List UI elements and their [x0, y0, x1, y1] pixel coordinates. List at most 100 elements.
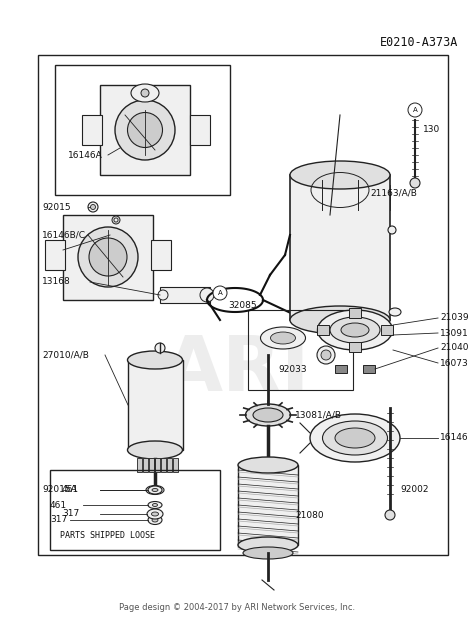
Ellipse shape — [388, 226, 396, 234]
Ellipse shape — [128, 113, 163, 147]
Bar — [161, 458, 166, 472]
Ellipse shape — [89, 238, 127, 276]
Bar — [151, 240, 171, 270]
Ellipse shape — [290, 306, 390, 334]
Ellipse shape — [115, 100, 175, 160]
Circle shape — [213, 286, 227, 300]
Ellipse shape — [385, 510, 395, 520]
Ellipse shape — [335, 428, 375, 448]
Ellipse shape — [318, 310, 392, 350]
Text: 16146: 16146 — [440, 433, 469, 443]
Ellipse shape — [141, 89, 149, 97]
Bar — [50, 470, 220, 550]
Text: 317: 317 — [62, 509, 79, 519]
Text: 21040: 21040 — [440, 344, 468, 352]
Ellipse shape — [112, 216, 120, 224]
Ellipse shape — [271, 332, 295, 344]
Bar — [349, 342, 361, 352]
Ellipse shape — [88, 202, 98, 212]
Bar — [381, 325, 393, 335]
Ellipse shape — [152, 518, 158, 522]
Ellipse shape — [410, 178, 420, 188]
Ellipse shape — [261, 327, 306, 349]
Ellipse shape — [238, 457, 298, 473]
Text: E0210-A373A: E0210-A373A — [380, 35, 458, 48]
Text: 27010/A/B: 27010/A/B — [42, 350, 89, 360]
Text: 461: 461 — [62, 485, 79, 495]
Text: 13168: 13168 — [42, 277, 71, 287]
Ellipse shape — [91, 204, 95, 209]
Text: A: A — [413, 107, 418, 113]
Ellipse shape — [322, 421, 388, 455]
Bar — [82, 115, 102, 145]
Bar — [160, 287, 210, 303]
Circle shape — [408, 103, 422, 117]
Text: 13091: 13091 — [440, 329, 469, 337]
Ellipse shape — [153, 503, 157, 506]
Bar — [45, 240, 65, 270]
Ellipse shape — [310, 414, 400, 462]
Bar — [248, 310, 353, 390]
Bar — [143, 458, 148, 472]
Ellipse shape — [253, 408, 283, 422]
Ellipse shape — [246, 404, 291, 426]
Text: 16146B/C: 16146B/C — [42, 230, 86, 240]
Text: 21039: 21039 — [440, 313, 469, 322]
Ellipse shape — [152, 488, 158, 491]
Bar — [349, 308, 361, 318]
Ellipse shape — [148, 501, 162, 508]
Text: 32085: 32085 — [228, 300, 256, 310]
Text: 92002: 92002 — [400, 485, 428, 495]
Bar — [317, 325, 329, 335]
Ellipse shape — [114, 218, 118, 222]
Text: 16073: 16073 — [440, 358, 469, 368]
Bar — [335, 365, 347, 373]
Text: 92015: 92015 — [42, 202, 71, 212]
Bar — [155, 458, 160, 472]
Ellipse shape — [152, 512, 158, 516]
Ellipse shape — [341, 323, 369, 337]
Text: 461: 461 — [50, 501, 67, 509]
Ellipse shape — [128, 351, 182, 369]
Text: 13081/A/B: 13081/A/B — [295, 410, 342, 420]
Bar — [190, 115, 210, 145]
Text: A: A — [218, 290, 222, 296]
Ellipse shape — [147, 509, 163, 519]
Text: 21163/A/B: 21163/A/B — [370, 189, 417, 197]
Bar — [63, 215, 153, 300]
Bar — [38, 55, 448, 555]
Ellipse shape — [330, 317, 380, 343]
Text: 21080: 21080 — [295, 511, 324, 519]
Bar — [167, 458, 172, 472]
Text: PARTS SHIPPED LOOSE: PARTS SHIPPED LOOSE — [60, 530, 155, 540]
Text: 92033: 92033 — [278, 365, 307, 374]
Bar — [100, 85, 190, 175]
Ellipse shape — [158, 290, 168, 300]
Text: 130: 130 — [423, 126, 440, 134]
Bar — [173, 458, 178, 472]
Ellipse shape — [128, 441, 182, 459]
Ellipse shape — [321, 350, 331, 360]
Bar — [238, 465, 298, 545]
Bar — [363, 365, 375, 373]
Text: Page design © 2004-2017 by ARI Network Services, Inc.: Page design © 2004-2017 by ARI Network S… — [119, 602, 355, 612]
Ellipse shape — [389, 308, 401, 316]
Bar — [149, 458, 154, 472]
Text: 92015A: 92015A — [42, 485, 77, 495]
Ellipse shape — [238, 537, 298, 553]
Bar — [290, 175, 390, 320]
Ellipse shape — [151, 488, 159, 492]
Bar — [137, 458, 142, 472]
Ellipse shape — [200, 288, 214, 302]
Ellipse shape — [290, 161, 390, 189]
Ellipse shape — [78, 227, 138, 287]
Ellipse shape — [148, 486, 162, 494]
Text: 317: 317 — [50, 516, 67, 524]
Text: 16146A: 16146A — [68, 150, 103, 160]
Ellipse shape — [317, 346, 335, 364]
Ellipse shape — [146, 485, 164, 495]
Bar — [55, 65, 230, 195]
Bar — [128, 360, 183, 450]
Ellipse shape — [148, 516, 162, 524]
Ellipse shape — [131, 84, 159, 102]
